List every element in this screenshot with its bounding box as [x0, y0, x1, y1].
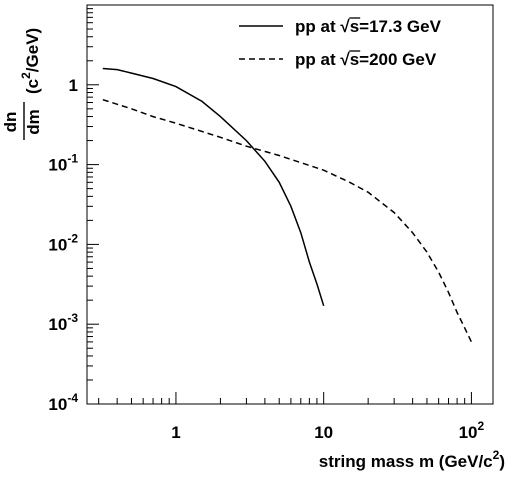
y-axis-label: dn dm (c2/GeV)	[1, 28, 43, 140]
curve-dashed	[102, 98, 473, 343]
legend-label: pp at √s=200 GeV	[295, 50, 437, 69]
y-label-denominator: dm	[24, 109, 43, 135]
x-tick-label: 10	[314, 423, 333, 442]
y-tick-label: 10-4	[48, 391, 78, 414]
y-tick-label: 1	[69, 76, 78, 95]
y-tick-label: 10-2	[48, 231, 78, 254]
axes	[86, 4, 494, 405]
tick-marks	[87, 8, 472, 405]
curves	[102, 67, 473, 343]
legend-item: pp at √s=200 GeV	[239, 50, 437, 69]
legend: pp at √s=17.3 GeV pp at √s=200 GeV	[239, 17, 442, 69]
x-tick-label: 102	[459, 419, 485, 442]
curve-solid	[102, 67, 325, 307]
y-tick-label: 10-3	[48, 311, 78, 334]
y-label-unit: (c2/GeV)	[19, 28, 42, 94]
y-label-numerator: dn	[1, 112, 20, 133]
x-tick-label: 1	[171, 423, 180, 442]
plot-frame	[86, 4, 494, 405]
y-tick-label: 10-1	[48, 152, 78, 175]
legend-item: pp at √s=17.3 GeV	[239, 17, 442, 36]
legend-label: pp at √s=17.3 GeV	[295, 17, 442, 36]
x-axis-label: string mass m (GeV/c2)	[319, 448, 505, 471]
tick-labels: 1 10 102 1 10-1 10-2 10-3 10-4	[48, 76, 484, 442]
